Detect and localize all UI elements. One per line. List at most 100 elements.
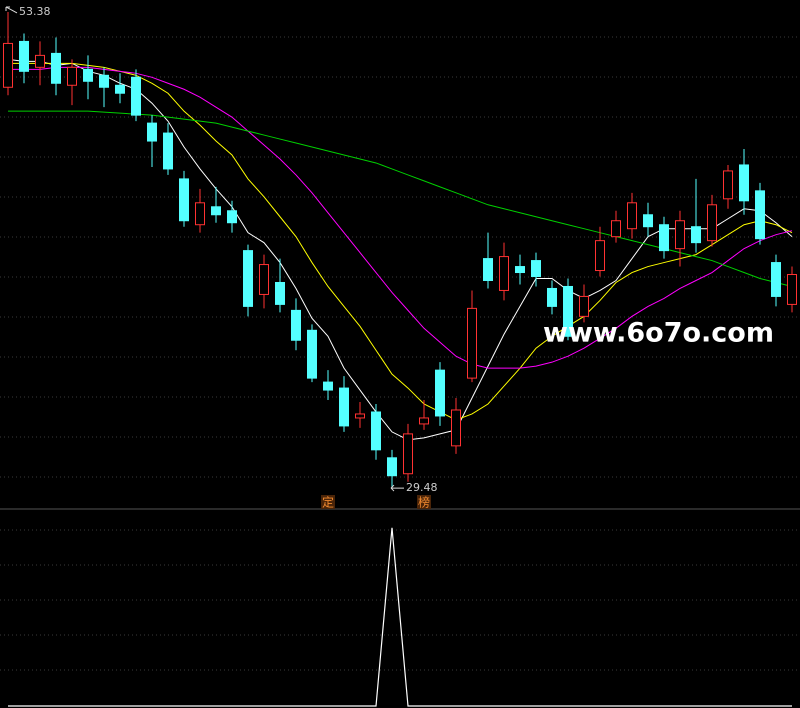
candle-body [547,287,557,307]
candle-body [163,132,173,170]
moving-average [8,62,793,421]
candle-body [179,178,189,222]
candle-body [195,202,205,226]
candle-body [579,295,589,317]
candle-body [675,220,685,250]
watermark: www.6o7o.com [543,318,774,349]
candle-body [275,281,285,305]
candle [403,423,413,482]
candle [147,115,157,167]
candle [323,370,333,401]
candle [611,210,621,243]
candle-body [707,204,717,242]
candle-body [403,433,413,475]
candle [243,244,253,317]
candle [99,67,109,108]
candle-body [515,266,525,274]
candle-body [3,42,13,88]
candle [499,242,509,301]
candle [371,404,381,460]
candle-body [35,54,45,68]
candle-body [115,84,125,94]
candle [451,398,461,454]
candle-body [291,309,301,341]
candle [563,278,573,341]
candle-body [227,210,237,224]
candle [435,362,445,426]
candle [35,41,45,86]
candle [339,376,349,432]
candle [211,186,221,223]
candle [579,284,589,323]
candle-body [771,262,781,297]
candle [723,164,733,209]
candle-body [259,264,269,295]
candle [83,55,93,100]
candle [163,123,173,175]
candle-body [723,170,733,200]
candle-body [691,226,701,244]
signal-box [417,495,431,509]
candle [67,59,77,106]
candle-body [451,409,461,447]
candle [515,254,525,285]
candle [659,216,669,259]
candle [483,232,493,289]
high-label: 53.38 [19,5,51,18]
candle-body [787,274,797,305]
annotation-arrow [5,6,18,14]
candle-body [467,307,477,379]
candle [675,210,685,267]
candle-body [563,285,573,337]
candle [707,194,717,247]
candle-body [147,122,157,142]
candle-body [67,66,77,86]
candle-body [755,190,765,240]
signal-label: 定 [322,495,334,510]
candle [755,182,765,245]
candle [771,254,781,307]
candle [531,252,541,287]
candle-body [83,68,93,82]
grid [0,36,800,671]
candle-body [243,250,253,307]
candle-body [19,40,29,72]
candle-body [595,240,605,272]
candle-body [339,387,349,427]
candle-body [307,329,317,379]
candle [291,298,301,351]
candle [355,402,365,428]
candle [259,254,269,309]
candle [595,226,605,277]
candle [739,149,749,215]
moving-average [7,58,793,441]
candle [51,37,61,96]
candle-body [739,164,749,202]
candle-body [499,256,509,291]
candle [419,400,429,430]
candle-body [531,260,541,278]
candle [787,266,797,313]
candle-body [643,214,653,228]
candle [131,69,141,122]
signal-label: 榜 [418,495,430,510]
candle-body [387,457,397,477]
candle-body [659,224,669,252]
signal-box [321,495,335,509]
candle [227,200,237,233]
candle-body [419,417,429,425]
candle [627,192,637,239]
candle [19,33,29,84]
low-label: 29.48 [406,481,438,494]
candle-body [211,206,221,216]
candle [307,324,317,383]
candle-body [371,411,381,451]
candle-body [435,369,445,417]
candle-body [611,220,621,238]
candle-body [355,413,365,419]
moving-average [8,66,793,369]
candle-body [323,381,333,391]
candle [3,11,13,96]
